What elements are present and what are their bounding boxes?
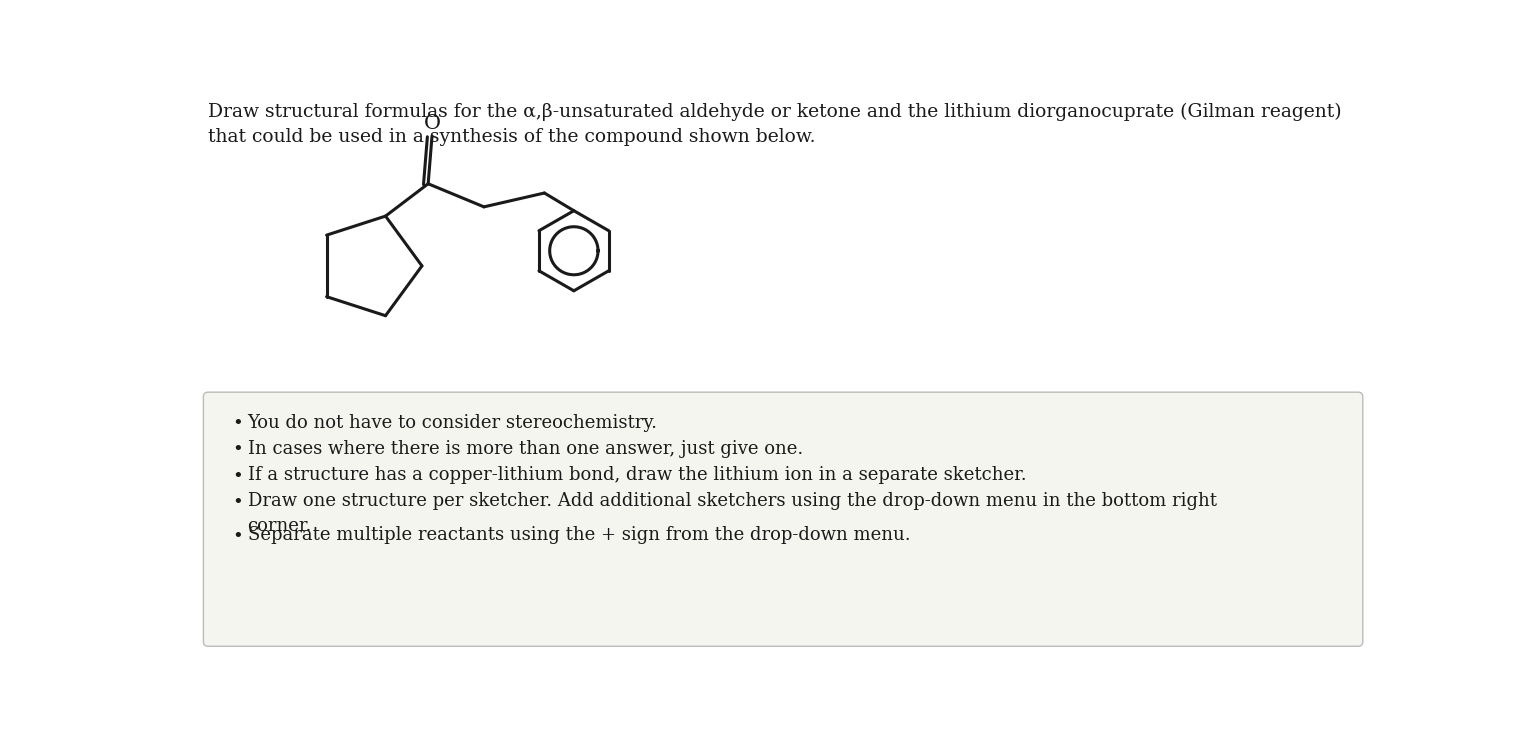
Text: If a structure has a copper-lithium bond, draw the lithium ion in a separate ske: If a structure has a copper-lithium bond… [248, 466, 1027, 484]
Text: You do not have to consider stereochemistry.: You do not have to consider stereochemis… [248, 414, 657, 431]
Text: •: • [232, 494, 243, 512]
Text: •: • [232, 415, 243, 434]
Text: O: O [425, 114, 442, 133]
Text: •: • [232, 468, 243, 485]
Text: In cases where there is more than one answer, just give one.: In cases where there is more than one an… [248, 440, 802, 458]
Text: •: • [232, 528, 243, 545]
Text: Draw structural formulas for the α,β-unsaturated aldehyde or ketone and the lith: Draw structural formulas for the α,β-uns… [208, 103, 1342, 146]
Text: Draw one structure per sketcher. Add additional sketchers using the drop-down me: Draw one structure per sketcher. Add add… [248, 492, 1216, 534]
Text: Separate multiple reactants using the + sign from the drop-down menu.: Separate multiple reactants using the + … [248, 526, 911, 544]
FancyBboxPatch shape [203, 392, 1363, 646]
Text: •: • [232, 442, 243, 460]
